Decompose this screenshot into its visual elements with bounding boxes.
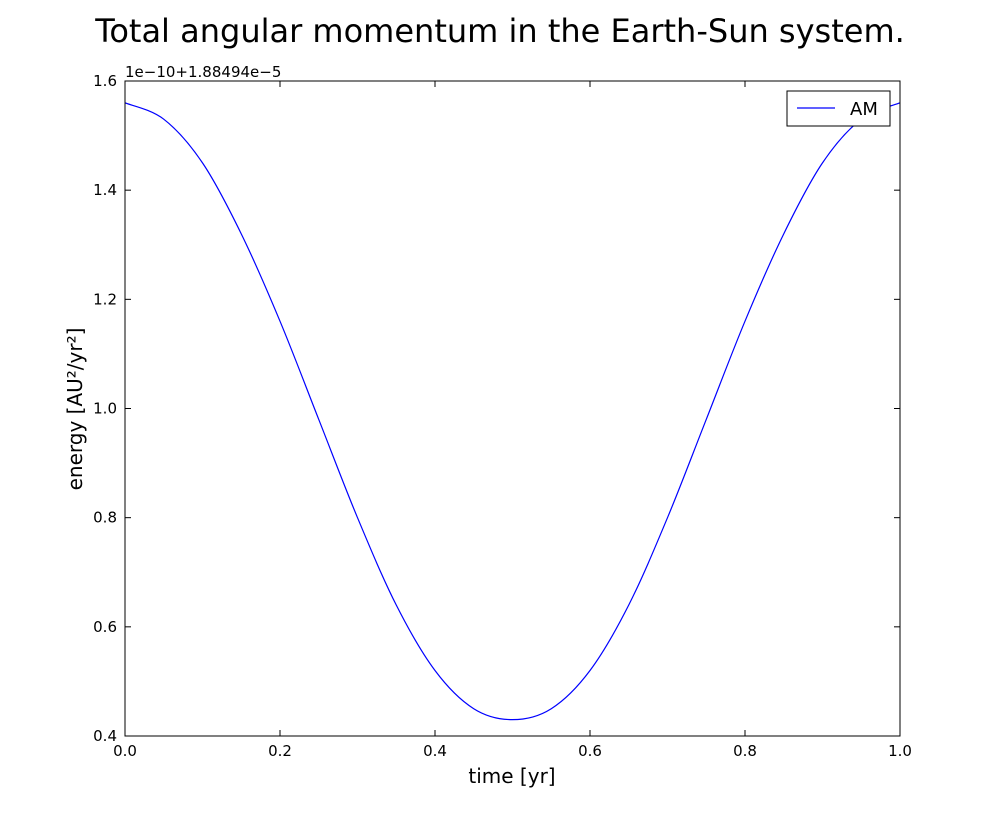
x-tick-label-0: 0.0: [113, 742, 137, 760]
legend: AM: [786, 90, 891, 127]
x-axis-label: time [yr]: [468, 764, 555, 788]
y-tick-label-3: 1.0: [93, 400, 117, 418]
y-tick-label-4: 1.2: [93, 290, 117, 308]
chart-title: Total angular momentum in the Earth-Sun …: [94, 12, 905, 50]
y-tick-label-1: 0.6: [93, 618, 117, 636]
x-tick-label-1: 0.2: [268, 742, 292, 760]
y-tick-label-5: 1.4: [93, 181, 117, 199]
series-line-AM: [124, 102, 901, 721]
series-layer: [124, 102, 901, 721]
y-tick-label-0: 0.4: [93, 727, 117, 745]
x-tick-label-3: 0.6: [578, 742, 602, 760]
axis-ticks: [124, 80, 901, 737]
y-tick-label-6: 1.6: [93, 72, 117, 90]
plot-frame: [124, 80, 901, 737]
y-tick-label-2: 0.8: [93, 509, 117, 527]
tick-labels: 0.0 0.2 0.4 0.6 0.8 1.0 0.4 0.6 0.8 1.0 1.2 1.4 1.6: [93, 72, 912, 760]
x-tick-label-4: 0.8: [733, 742, 757, 760]
y-axis-label: energy [AU²/yr²]: [63, 328, 87, 491]
legend-label: AM: [850, 99, 878, 120]
y-offset-label: 1e−10+1.88494e−5: [125, 63, 281, 81]
x-tick-label-2: 0.4: [423, 742, 447, 760]
x-tick-label-5: 1.0: [888, 742, 912, 760]
